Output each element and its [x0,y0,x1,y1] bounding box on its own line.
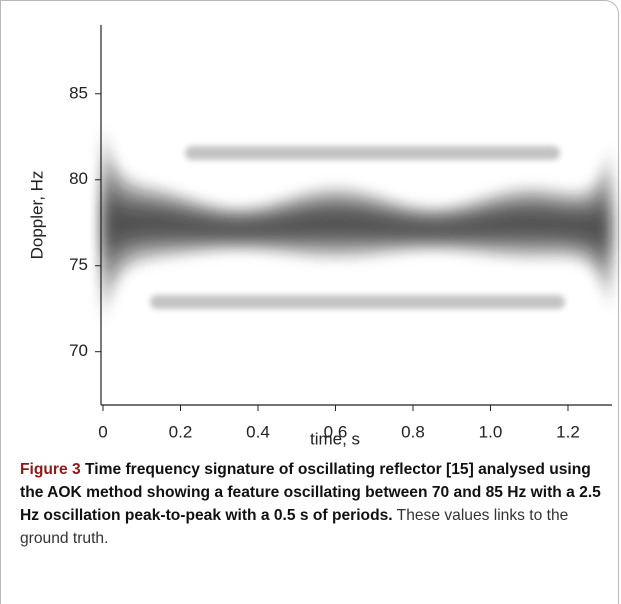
caption: Figure 3 Time frequency signature of osc… [20,458,610,550]
y-tick-label: 80 [69,169,88,188]
caption-title: Time frequency signature of oscillating … [20,461,601,524]
x-tick-label: 0 [98,422,107,441]
x-tick-label: 0.4 [246,422,270,441]
y-axis-label: Doppler, Hz [27,171,46,260]
y-tick-label: 85 [69,83,88,102]
x-axis-label: time, s [310,429,360,448]
x-tick-label: 0.2 [169,422,193,441]
caption-label: Figure 3 [20,461,81,478]
side-band [150,295,565,309]
band-layer [103,200,610,251]
x-tick-label: 1.0 [479,422,503,441]
y-tick-label: 70 [69,341,88,360]
x-tick-label: 0.6 [324,422,348,441]
spectrogram-image [103,124,610,326]
caption-text: These values links to the ground truth. [20,507,569,547]
x-tick-label: 0.8 [401,422,425,441]
x-tick-label: 1.2 [556,422,580,441]
chart: time, s Doppler, Hz 70 75 80 85 0 0.2 0.4 0.6 0.… [27,25,612,448]
side-band [185,146,560,160]
y-tick-label: 75 [69,255,88,274]
